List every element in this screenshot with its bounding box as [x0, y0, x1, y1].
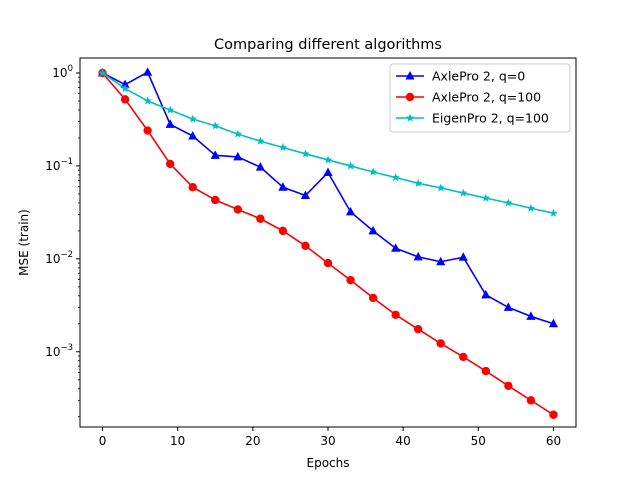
y-tick-exponent: 0 — [68, 64, 73, 74]
series-2 — [98, 68, 558, 217]
data-point — [165, 119, 175, 128]
data-point — [391, 310, 400, 319]
chart-title: Comparing different algorithms — [214, 37, 442, 53]
data-point — [233, 129, 242, 138]
data-point — [188, 114, 197, 123]
data-point — [188, 130, 198, 140]
data-point — [548, 318, 559, 328]
data-point — [301, 149, 310, 158]
data-point — [526, 396, 536, 405]
data-point — [459, 188, 468, 197]
y-tick-base: 10 — [45, 159, 60, 173]
data-point — [255, 162, 265, 171]
data-point — [368, 225, 378, 235]
legend-label: EigenPro 2, q=100 — [432, 111, 549, 126]
data-point — [391, 173, 400, 182]
data-point — [549, 410, 558, 419]
data-point — [188, 183, 197, 192]
data-point — [481, 193, 490, 202]
data-point — [436, 256, 446, 266]
legend-box — [389, 63, 571, 133]
data-point — [345, 206, 356, 216]
data-point — [143, 96, 152, 105]
x-tick-label: 60 — [546, 434, 561, 448]
data-point — [413, 324, 423, 334]
data-point — [120, 84, 130, 93]
data-point — [120, 79, 130, 89]
x-axis-title: Epochs — [307, 456, 350, 470]
data-point — [120, 95, 130, 104]
data-point — [256, 214, 265, 223]
plot-frame — [79, 57, 577, 428]
x-tick-label: 20 — [245, 434, 260, 448]
x-tick-label: 10 — [170, 434, 185, 448]
y-tick-label: 100 — [52, 64, 73, 80]
data-point — [368, 167, 378, 176]
data-point — [526, 311, 536, 320]
data-point — [323, 258, 333, 268]
data-point — [549, 208, 558, 217]
data-point — [300, 190, 311, 200]
data-point — [210, 150, 220, 159]
data-point — [346, 161, 355, 170]
y-tick-base: 10 — [45, 345, 60, 359]
data-point — [211, 121, 220, 130]
data-point — [459, 352, 468, 362]
data-point — [211, 195, 220, 205]
data-point — [413, 251, 423, 261]
data-point — [256, 136, 265, 145]
data-point — [278, 143, 288, 152]
y-axis-title: MSE (train) — [17, 209, 31, 276]
y-tick-base: 10 — [52, 66, 67, 80]
data-point — [391, 243, 401, 252]
data-point — [233, 151, 243, 161]
y-tick-exponent: −2 — [60, 250, 73, 260]
legend-marker — [405, 71, 415, 80]
data-point — [323, 167, 333, 176]
y-tick-exponent: −3 — [60, 343, 73, 353]
data-point — [504, 198, 513, 207]
data-point — [278, 226, 288, 236]
data-point — [458, 252, 468, 261]
data-point — [166, 105, 175, 114]
y-tick-exponent: −1 — [60, 157, 73, 167]
data-point — [165, 159, 175, 169]
data-point — [98, 68, 107, 77]
legend-label: AxlePro 2, q=0 — [432, 69, 525, 84]
y-tick-label: 10−2 — [45, 250, 73, 266]
data-point — [323, 155, 333, 164]
legend-marker — [405, 92, 415, 102]
y-tick-label: 10−3 — [45, 343, 73, 359]
legend: AxlePro 2, q=0 AxlePro 2, q=100 EigenPro 2… — [389, 63, 571, 133]
data-point — [526, 203, 536, 212]
series-layer — [97, 67, 559, 419]
legend-marker — [405, 113, 415, 122]
series-0 — [97, 67, 559, 328]
data-point — [368, 293, 378, 303]
x-tick-label: 50 — [471, 434, 486, 448]
data-point — [301, 241, 310, 251]
x-tick-label: 0 — [99, 434, 107, 448]
data-point — [503, 302, 513, 311]
y-tick-base: 10 — [45, 252, 60, 266]
data-point — [143, 126, 152, 135]
legend-label: AxlePro 2, q=100 — [432, 90, 541, 105]
y-tick-label: 10−1 — [45, 157, 73, 173]
data-point — [481, 289, 491, 299]
data-point — [436, 183, 445, 192]
data-point — [436, 339, 445, 348]
data-point — [504, 381, 513, 391]
x-tick-label: 30 — [320, 434, 335, 448]
x-tick-label: 40 — [396, 434, 411, 448]
data-point — [233, 205, 243, 214]
data-point — [346, 275, 355, 285]
data-point — [278, 182, 288, 191]
data-point — [481, 366, 491, 376]
data-point — [143, 67, 153, 76]
data-point — [414, 178, 423, 187]
